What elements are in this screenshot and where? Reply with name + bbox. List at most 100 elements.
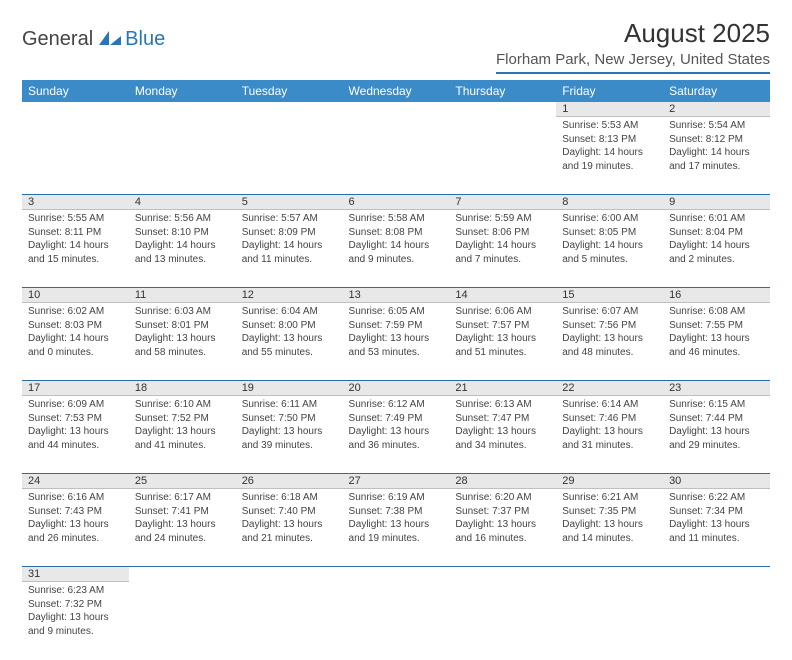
daynum-cell — [129, 102, 236, 117]
daynum-cell: 21 — [449, 381, 556, 396]
detail-line-ss: Sunset: 7:59 PM — [349, 319, 444, 333]
detail-cell: Sunrise: 6:00 AMSunset: 8:05 PMDaylight:… — [556, 210, 663, 288]
daynum-cell — [449, 102, 556, 117]
daynum-cell: 25 — [129, 474, 236, 489]
detail-line-d1: Daylight: 13 hours — [349, 518, 444, 532]
detail-line-ss: Sunset: 8:13 PM — [562, 133, 657, 147]
detail-cell — [129, 117, 236, 195]
daynum-cell — [22, 102, 129, 117]
daynum-cell: 18 — [129, 381, 236, 396]
detail-line-d2: and 13 minutes. — [135, 253, 230, 267]
detail-line-d1: Daylight: 13 hours — [242, 425, 337, 439]
daynum-cell: 29 — [556, 474, 663, 489]
daynum-row: 31 — [22, 567, 770, 582]
daynum-cell: 16 — [663, 288, 770, 303]
detail-cell: Sunrise: 6:22 AMSunset: 7:34 PMDaylight:… — [663, 489, 770, 567]
detail-line-ss: Sunset: 7:44 PM — [669, 412, 764, 426]
daynum-cell: 3 — [22, 195, 129, 210]
detail-line-ss: Sunset: 7:38 PM — [349, 505, 444, 519]
detail-row: Sunrise: 6:16 AMSunset: 7:43 PMDaylight:… — [22, 489, 770, 567]
detail-line-sr: Sunrise: 6:01 AM — [669, 212, 764, 226]
daynum-cell — [343, 102, 450, 117]
day-header: Wednesday — [343, 80, 450, 102]
daynum-cell: 30 — [663, 474, 770, 489]
detail-line-d1: Daylight: 14 hours — [455, 239, 550, 253]
detail-line-d1: Daylight: 13 hours — [28, 518, 123, 532]
detail-line-d2: and 26 minutes. — [28, 532, 123, 546]
detail-line-sr: Sunrise: 6:07 AM — [562, 305, 657, 319]
detail-cell: Sunrise: 6:08 AMSunset: 7:55 PMDaylight:… — [663, 303, 770, 381]
detail-line-ss: Sunset: 7:49 PM — [349, 412, 444, 426]
detail-line-d2: and 55 minutes. — [242, 346, 337, 360]
daynum-cell: 15 — [556, 288, 663, 303]
detail-line-d2: and 2 minutes. — [669, 253, 764, 267]
detail-line-ss: Sunset: 8:06 PM — [455, 226, 550, 240]
detail-line-d1: Daylight: 14 hours — [562, 146, 657, 160]
detail-line-sr: Sunrise: 5:56 AM — [135, 212, 230, 226]
day-header: Saturday — [663, 80, 770, 102]
detail-line-d1: Daylight: 13 hours — [455, 425, 550, 439]
detail-cell: Sunrise: 5:57 AMSunset: 8:09 PMDaylight:… — [236, 210, 343, 288]
detail-line-sr: Sunrise: 6:15 AM — [669, 398, 764, 412]
daynum-cell: 24 — [22, 474, 129, 489]
detail-line-ss: Sunset: 8:11 PM — [28, 226, 123, 240]
daynum-cell: 19 — [236, 381, 343, 396]
detail-line-d2: and 51 minutes. — [455, 346, 550, 360]
daynum-cell — [663, 567, 770, 582]
day-header: Sunday — [22, 80, 129, 102]
detail-line-d1: Daylight: 13 hours — [28, 425, 123, 439]
day-header-row: SundayMondayTuesdayWednesdayThursdayFrid… — [22, 80, 770, 102]
detail-line-d2: and 48 minutes. — [562, 346, 657, 360]
detail-line-sr: Sunrise: 6:21 AM — [562, 491, 657, 505]
detail-line-d2: and 29 minutes. — [669, 439, 764, 453]
detail-line-sr: Sunrise: 6:02 AM — [28, 305, 123, 319]
daynum-cell: 26 — [236, 474, 343, 489]
logo-text-blue: Blue — [125, 28, 165, 51]
detail-line-ss: Sunset: 7:35 PM — [562, 505, 657, 519]
detail-line-d2: and 7 minutes. — [455, 253, 550, 267]
calendar-table: SundayMondayTuesdayWednesdayThursdayFrid… — [22, 80, 770, 660]
detail-line-ss: Sunset: 8:04 PM — [669, 226, 764, 240]
detail-cell: Sunrise: 6:18 AMSunset: 7:40 PMDaylight:… — [236, 489, 343, 567]
detail-line-ss: Sunset: 7:46 PM — [562, 412, 657, 426]
title-block: August 2025 Florham Park, New Jersey, Un… — [496, 18, 770, 74]
detail-line-sr: Sunrise: 6:14 AM — [562, 398, 657, 412]
detail-line-d2: and 16 minutes. — [455, 532, 550, 546]
detail-line-sr: Sunrise: 6:12 AM — [349, 398, 444, 412]
daynum-cell: 20 — [343, 381, 450, 396]
daynum-cell — [129, 567, 236, 582]
detail-line-ss: Sunset: 8:00 PM — [242, 319, 337, 333]
detail-cell: Sunrise: 6:11 AMSunset: 7:50 PMDaylight:… — [236, 396, 343, 474]
detail-line-d1: Daylight: 13 hours — [242, 332, 337, 346]
daynum-cell: 5 — [236, 195, 343, 210]
detail-cell: Sunrise: 6:04 AMSunset: 8:00 PMDaylight:… — [236, 303, 343, 381]
detail-cell: Sunrise: 6:23 AMSunset: 7:32 PMDaylight:… — [22, 582, 129, 660]
detail-line-ss: Sunset: 7:57 PM — [455, 319, 550, 333]
detail-line-sr: Sunrise: 6:16 AM — [28, 491, 123, 505]
detail-line-sr: Sunrise: 6:23 AM — [28, 584, 123, 598]
detail-line-ss: Sunset: 7:34 PM — [669, 505, 764, 519]
detail-cell: Sunrise: 5:54 AMSunset: 8:12 PMDaylight:… — [663, 117, 770, 195]
detail-line-d1: Daylight: 13 hours — [135, 332, 230, 346]
daynum-cell — [236, 567, 343, 582]
logo-text-general: General — [22, 28, 93, 51]
day-header: Tuesday — [236, 80, 343, 102]
detail-cell: Sunrise: 6:07 AMSunset: 7:56 PMDaylight:… — [556, 303, 663, 381]
daynum-cell: 4 — [129, 195, 236, 210]
detail-line-d2: and 19 minutes. — [349, 532, 444, 546]
detail-line-d1: Daylight: 13 hours — [562, 518, 657, 532]
detail-line-d1: Daylight: 13 hours — [562, 332, 657, 346]
detail-line-d2: and 0 minutes. — [28, 346, 123, 360]
daynum-cell — [556, 567, 663, 582]
daynum-cell: 10 — [22, 288, 129, 303]
detail-line-sr: Sunrise: 6:00 AM — [562, 212, 657, 226]
daynum-cell: 28 — [449, 474, 556, 489]
detail-cell: Sunrise: 6:21 AMSunset: 7:35 PMDaylight:… — [556, 489, 663, 567]
detail-line-sr: Sunrise: 6:18 AM — [242, 491, 337, 505]
detail-cell: Sunrise: 6:01 AMSunset: 8:04 PMDaylight:… — [663, 210, 770, 288]
sail-icon — [97, 29, 123, 50]
detail-line-d2: and 11 minutes. — [669, 532, 764, 546]
detail-line-d2: and 36 minutes. — [349, 439, 444, 453]
location: Florham Park, New Jersey, United States — [496, 51, 770, 74]
detail-line-sr: Sunrise: 6:04 AM — [242, 305, 337, 319]
